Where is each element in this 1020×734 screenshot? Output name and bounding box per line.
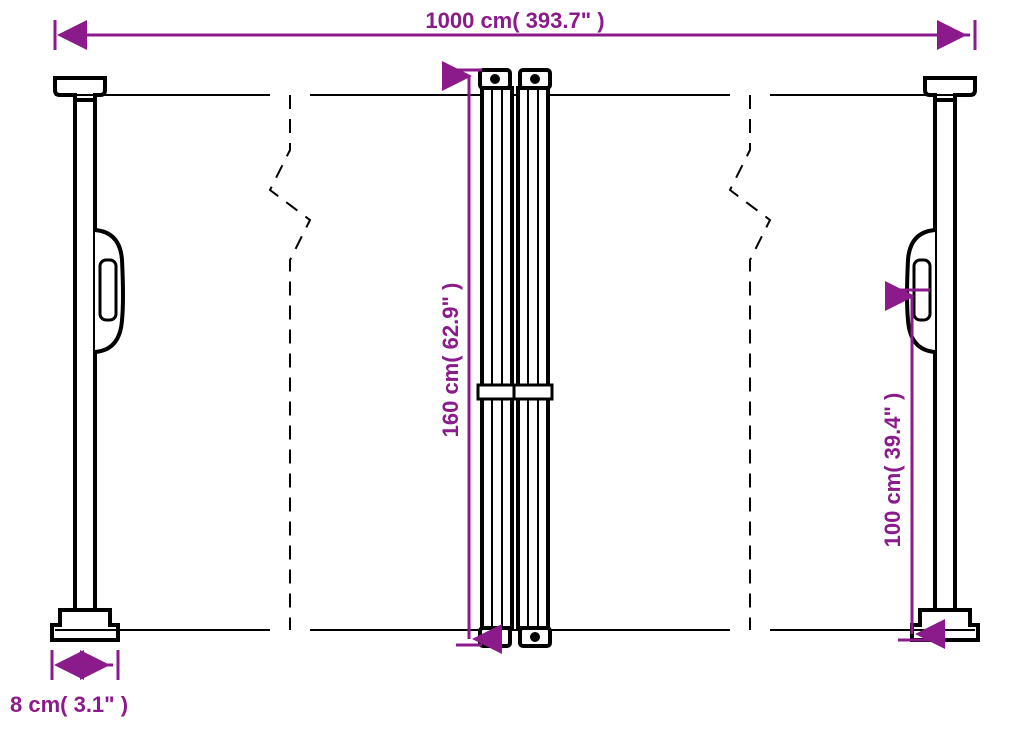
center-cassette [478,70,552,646]
left-post [52,78,123,640]
base-depth-dimension: 8 cm( 3.1" ) [10,650,128,717]
break-right [730,95,770,630]
base-depth-label: 8 cm( 3.1" ) [10,692,128,717]
break-left [270,95,310,630]
height-dimension: 160 cm( 62.9" ) [438,70,482,645]
width-label: 1000 cm( 393.7" ) [425,8,604,33]
right-post [907,78,978,640]
width-dimension: 1000 cm( 393.7" ) [55,8,975,50]
height-label: 160 cm( 62.9" ) [438,283,463,438]
pole-height-label: 100 cm( 39.4" ) [880,393,905,548]
